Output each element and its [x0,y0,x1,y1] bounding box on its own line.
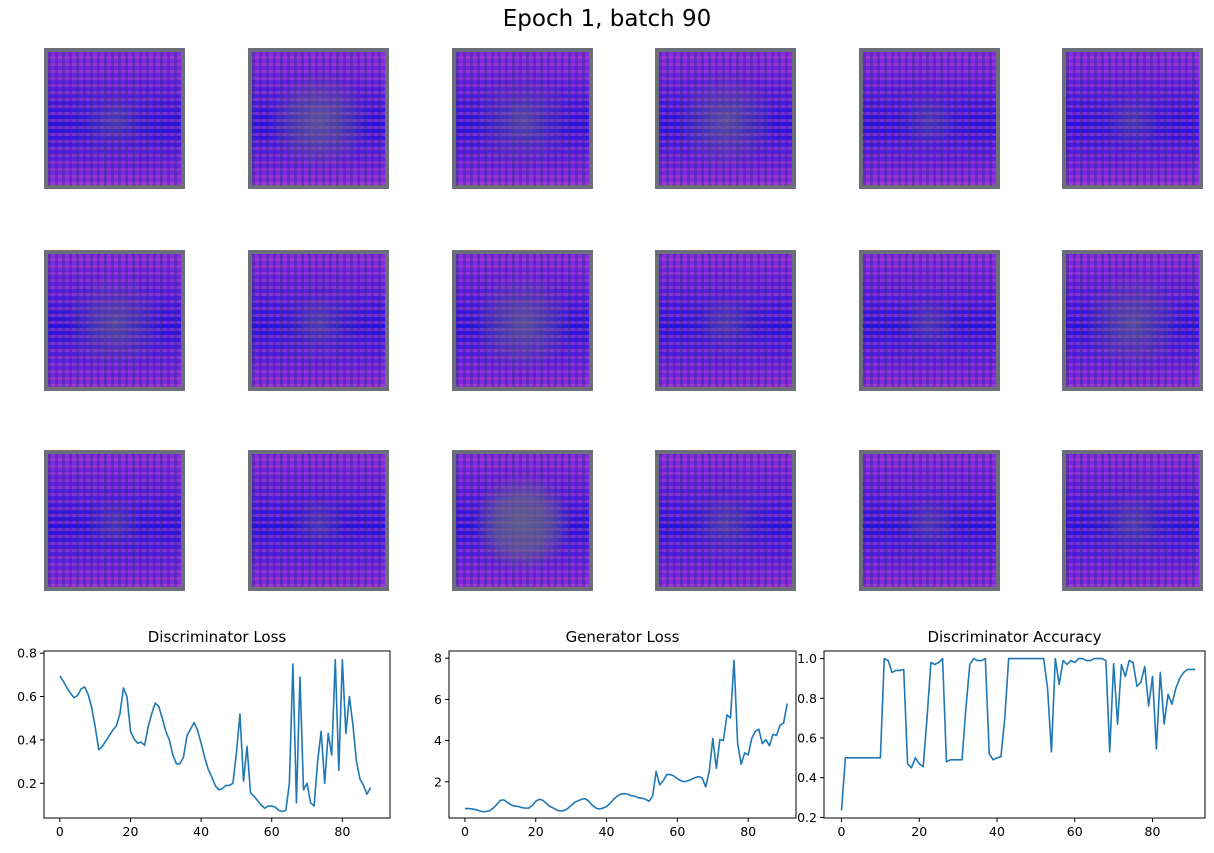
generator-loss-x-tick-label: 20 [528,824,544,839]
discriminator-accuracy-y-tick-label: 0.2 [797,810,817,825]
generated-sample-9 [452,250,593,391]
generated-sample-15 [452,450,593,591]
generator-loss-x-tick-label: 60 [669,824,685,839]
generated-sample-18 [1062,450,1203,591]
generator-loss-x-tick-label: 40 [599,824,615,839]
generated-sample-10 [655,250,796,391]
generated-sample-13 [44,450,185,591]
discriminator-accuracy-title: Discriminator Accuracy [927,628,1101,646]
discriminator-accuracy-y-tick-label: 0.4 [797,770,817,785]
discriminator-loss-y-tick-label: 0.4 [17,732,37,747]
generated-sample-14 [248,450,389,591]
discriminator-loss-title: Discriminator Loss [148,628,287,646]
generator-loss-plot: Generator Loss 0 20 40 60 80 2 4 6 8 [434,628,797,839]
generator-loss-y-tick-label: 2 [434,774,442,789]
discriminator-accuracy-y-tick-label: 0.6 [797,730,817,745]
generated-sample-17 [859,450,1000,591]
discriminator-loss-x-tick-label: 40 [193,824,209,839]
generator-loss-title: Generator Loss [566,628,680,646]
discriminator-loss-y-tick-label: 0.8 [17,646,37,661]
discriminator-accuracy-x-tick-label: 60 [1067,824,1083,839]
discriminator-accuracy-x-tick-label: 40 [989,824,1005,839]
generated-sample-6 [1062,48,1203,189]
discriminator-accuracy-x-tick-label: 20 [911,824,927,839]
discriminator-accuracy-x-tick-label: 80 [1145,824,1161,839]
generator-loss-x-tick-label: 80 [740,824,756,839]
generated-sample-2 [248,48,389,189]
discriminator-accuracy-y-tick-label: 0.8 [797,691,817,706]
discriminator-accuracy-series-line [840,657,1196,811]
discriminator-loss-axes-frame [43,650,391,819]
generated-sample-8 [248,250,389,391]
discriminator-loss-x-tick-label: 20 [123,824,139,839]
discriminator-loss-x-tick-label: 0 [56,824,64,839]
discriminator-loss-x-tick-label: 60 [264,824,280,839]
discriminator-accuracy-y-tick-label: 1.0 [797,651,817,666]
discriminator-accuracy-x-tick-label: 0 [838,824,846,839]
generator-loss-y-tick-label: 4 [434,733,442,748]
generated-sample-5 [859,48,1000,189]
generated-sample-11 [859,250,1000,391]
generated-sample-16 [655,450,796,591]
discriminator-loss-x-tick-label: 80 [334,824,350,839]
generator-loss-series-line [464,659,788,813]
generated-sample-7 [44,250,185,391]
discriminator-loss-y-tick-label: 0.2 [17,776,37,791]
generated-sample-12 [1062,250,1203,391]
discriminator-accuracy-axes-frame [823,650,1206,819]
generator-loss-x-tick-label: 0 [461,824,469,839]
discriminator-loss-series-line [59,658,372,813]
discriminator-loss-y-tick-label: 0.6 [17,689,37,704]
generated-sample-1 [44,48,185,189]
discriminator-accuracy-plot: Discriminator Accuracy 0 20 40 60 80 0.2 0.4 0.6… [797,628,1206,839]
generated-sample-4 [655,48,796,189]
generator-loss-y-tick-label: 8 [434,651,442,666]
figure-title: Epoch 1, batch 90 [502,6,712,32]
discriminator-loss-plot: Discriminator Loss 0 20 40 60 80 0.2 0.4 0.6 0.8 [17,628,391,839]
generated-sample-3 [452,48,593,189]
generator-loss-y-tick-label: 6 [434,692,442,707]
generator-loss-axes-frame [448,650,797,819]
